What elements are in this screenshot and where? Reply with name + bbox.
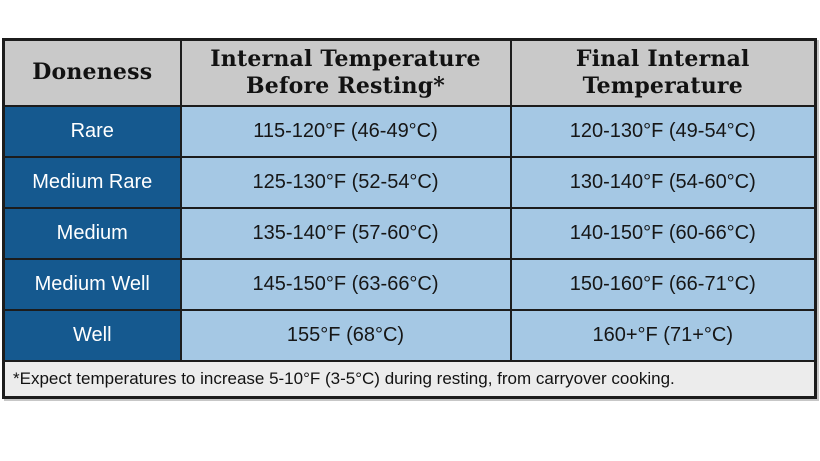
final-temp-value: 130-140°F (54-60°C) [509,156,817,209]
before-resting-value: 145-150°F (63-66°C) [179,258,512,311]
column-header-doneness: Doneness [2,38,182,107]
doneness-label: Well [2,309,182,362]
before-resting-value: 155°F (68°C) [179,309,512,362]
table-row-medium: Medium 135-140°F (57-60°C) 140-150°F (60… [2,207,817,260]
column-header-internal-temp-before-resting: Internal Temperature Before Resting* [179,38,512,107]
doneness-label: Medium Rare [2,156,182,209]
table-row-medium-well: Medium Well 145-150°F (63-66°C) 150-160°… [2,258,817,311]
table-row-well: Well 155°F (68°C) 160+°F (71+°C) [2,309,817,362]
before-resting-value: 135-140°F (57-60°C) [179,207,512,260]
final-temp-value: 140-150°F (60-66°C) [509,207,817,260]
doneness-label: Medium [2,207,182,260]
doneness-temperature-table: Doneness Internal Temperature Before Res… [2,38,817,399]
final-temp-value: 120-130°F (49-54°C) [509,105,817,158]
footnote-row: *Expect temperatures to increase 5-10°F … [2,360,817,399]
doneness-label: Medium Well [2,258,182,311]
doneness-label: Rare [2,105,182,158]
table-footer: *Expect temperatures to increase 5-10°F … [2,360,817,399]
footnote-text: *Expect temperatures to increase 5-10°F … [2,360,817,399]
table-body: Rare 115-120°F (46-49°C) 120-130°F (49-5… [2,105,817,362]
before-resting-value: 115-120°F (46-49°C) [179,105,512,158]
table-row-rare: Rare 115-120°F (46-49°C) 120-130°F (49-5… [2,105,817,158]
final-temp-value: 160+°F (71+°C) [509,309,817,362]
column-header-final-internal-temp: Final Internal Temperature [509,38,817,107]
before-resting-value: 125-130°F (52-54°C) [179,156,512,209]
table-row-medium-rare: Medium Rare 125-130°F (52-54°C) 130-140°… [2,156,817,209]
table-header-row: Doneness Internal Temperature Before Res… [2,38,817,107]
final-temp-value: 150-160°F (66-71°C) [509,258,817,311]
